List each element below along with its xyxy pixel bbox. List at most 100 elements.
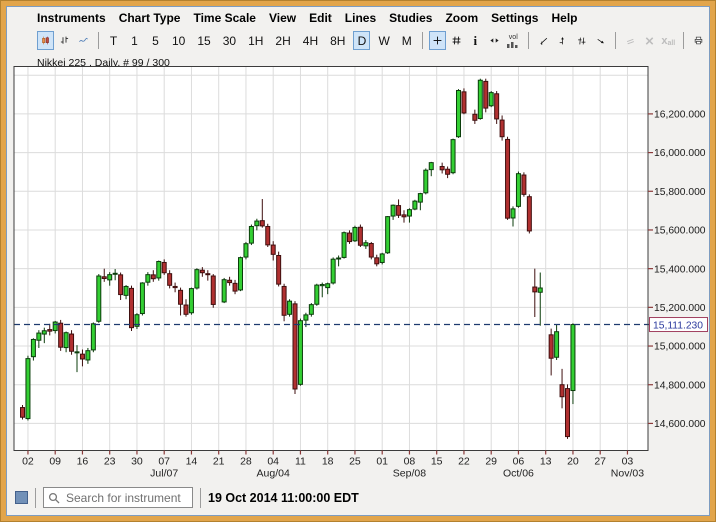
timescale-button-15[interactable]: 15 [197, 33, 211, 48]
y-axis: 16,200.000 16,000.000 15,800.000 15,600.000… [648, 109, 706, 430]
status-bar: 19 Oct 2014 11:00:00 EDT [7, 480, 709, 515]
candlestick-chart[interactable]: 16,200.000 16,000.000 15,800.000 15,600.000… [7, 66, 709, 480]
search-input[interactable] [64, 489, 188, 506]
menu-settings[interactable]: Settings [491, 10, 539, 25]
svg-text:13: 13 [540, 456, 552, 468]
timescale-button-1h[interactable]: 1H [248, 33, 264, 48]
svg-text:16,000.000: 16,000.000 [654, 148, 706, 159]
print-button[interactable] [690, 31, 707, 50]
svg-text:20: 20 [567, 456, 579, 468]
toolbar-separator [527, 32, 529, 49]
grid-icon [452, 36, 461, 45]
ray-tool-button[interactable] [592, 31, 609, 50]
menu-help[interactable]: Help [551, 10, 578, 25]
svg-text:22: 22 [458, 456, 470, 468]
menu-view[interactable]: View [268, 10, 297, 25]
svg-text:25: 25 [349, 456, 361, 468]
svg-text:28: 28 [240, 456, 252, 468]
delete-all-lines-button[interactable]: x all [661, 34, 676, 48]
timescale-button-10[interactable]: 10 [172, 33, 186, 48]
parallel-lines-icon [626, 38, 634, 44]
timescale-button-t[interactable]: T [109, 33, 118, 48]
line-chart-icon [79, 37, 88, 43]
timescale-button-m[interactable]: M [401, 33, 412, 48]
horizontal-scroll-button[interactable] [486, 31, 503, 50]
chart-header: Nikkei 225 , Daily, # 99 / 300 [7, 53, 709, 69]
pin-toolbar-button[interactable] [708, 31, 709, 50]
menu-zoom[interactable]: Zoom [445, 10, 479, 25]
menu-edit[interactable]: Edit [309, 10, 332, 25]
vertical-line-tool-button[interactable] [554, 31, 571, 50]
svg-text:15,600.000: 15,600.000 [654, 226, 706, 237]
ohlc-bars-chart-type-button[interactable] [56, 31, 73, 50]
toolbar-separator [682, 32, 684, 49]
svg-text:29: 29 [485, 456, 497, 468]
svg-text:27: 27 [594, 456, 606, 468]
grid-toggle-button[interactable] [448, 31, 465, 50]
svg-text:15: 15 [431, 456, 443, 468]
parallel-lines-tool-button[interactable] [622, 31, 639, 50]
candles [20, 78, 576, 439]
app-content: Instruments Chart Type Time Scale View Edit L… [6, 6, 710, 516]
ray-arrow-icon [597, 38, 604, 43]
candlestick-chart-type-button[interactable] [37, 31, 54, 50]
info-icon: i [473, 32, 478, 48]
svg-text:Jul/07: Jul/07 [150, 468, 178, 480]
svg-text:15,000.000: 15,000.000 [654, 342, 706, 353]
statusbar-separator [200, 487, 201, 508]
menu-instruments[interactable]: Instruments [37, 10, 106, 25]
svg-text:14,600.000: 14,600.000 [654, 419, 706, 430]
menu-lines[interactable]: Lines [344, 10, 377, 25]
svg-text:03: 03 [622, 456, 634, 468]
timescale-button-5[interactable]: 5 [152, 33, 159, 48]
timescale-button-2h[interactable]: 2H [275, 33, 291, 48]
toolbar-separator [614, 32, 616, 49]
svg-text:23: 23 [104, 456, 116, 468]
instrument-search-box[interactable] [43, 487, 193, 508]
gridlines [14, 66, 648, 451]
svg-text:16: 16 [77, 456, 89, 468]
svg-text:Oct/06: Oct/06 [503, 468, 534, 480]
timescale-button-4h[interactable]: 4H [302, 33, 319, 48]
trend-line-tool-button[interactable] [535, 31, 552, 50]
svg-text:09: 09 [49, 456, 61, 468]
delete-x-icon [645, 36, 654, 45]
svg-text:Aug/04: Aug/04 [257, 468, 290, 480]
trend-line-icon [540, 37, 547, 45]
line-chart-type-button[interactable] [75, 31, 92, 50]
status-square-icon[interactable] [15, 491, 28, 504]
toolbar: T 1 5 10 15 30 1H 2H 4H 8H D W M i [7, 28, 709, 53]
menu-time-scale[interactable]: Time Scale [193, 10, 256, 25]
timescale-button-1[interactable]: 1 [131, 33, 138, 48]
svg-text:11: 11 [295, 456, 306, 468]
svg-text:14,800.000: 14,800.000 [654, 380, 706, 391]
toolbar-separator [421, 32, 423, 49]
vertical-arrow-line-icon [559, 36, 564, 44]
timescale-button-d[interactable]: D [353, 31, 371, 50]
svg-text:07: 07 [158, 456, 170, 468]
svg-text:08: 08 [404, 456, 416, 468]
timescale-button-w[interactable]: W [378, 33, 390, 48]
channel-tool-button[interactable] [573, 31, 590, 50]
svg-text:18: 18 [322, 456, 334, 468]
delete-line-button[interactable] [641, 31, 658, 50]
chart-timestamp: 19 Oct 2014 11:00:00 EDT [208, 490, 359, 505]
info-button[interactable]: i [467, 31, 484, 50]
volume-toggle-button[interactable]: vol [505, 31, 522, 50]
svg-text:30: 30 [131, 456, 143, 468]
search-icon [48, 492, 60, 503]
crosshair-button[interactable] [428, 31, 446, 50]
svg-text:02: 02 [22, 456, 34, 468]
statusbar-separator [35, 487, 36, 508]
timescale-button-8h[interactable]: 8H [330, 33, 346, 48]
menu-studies[interactable]: Studies [389, 10, 433, 25]
svg-text:15,111.230: 15,111.230 [653, 320, 703, 331]
crosshair-icon [433, 36, 442, 45]
svg-text:15,800.000: 15,800.000 [654, 187, 706, 198]
timescale-button-30[interactable]: 30 [222, 33, 237, 48]
menu-chart-type[interactable]: Chart Type [118, 10, 181, 25]
svg-text:Nov/03: Nov/03 [611, 468, 644, 480]
toolbar-separator [98, 32, 99, 49]
